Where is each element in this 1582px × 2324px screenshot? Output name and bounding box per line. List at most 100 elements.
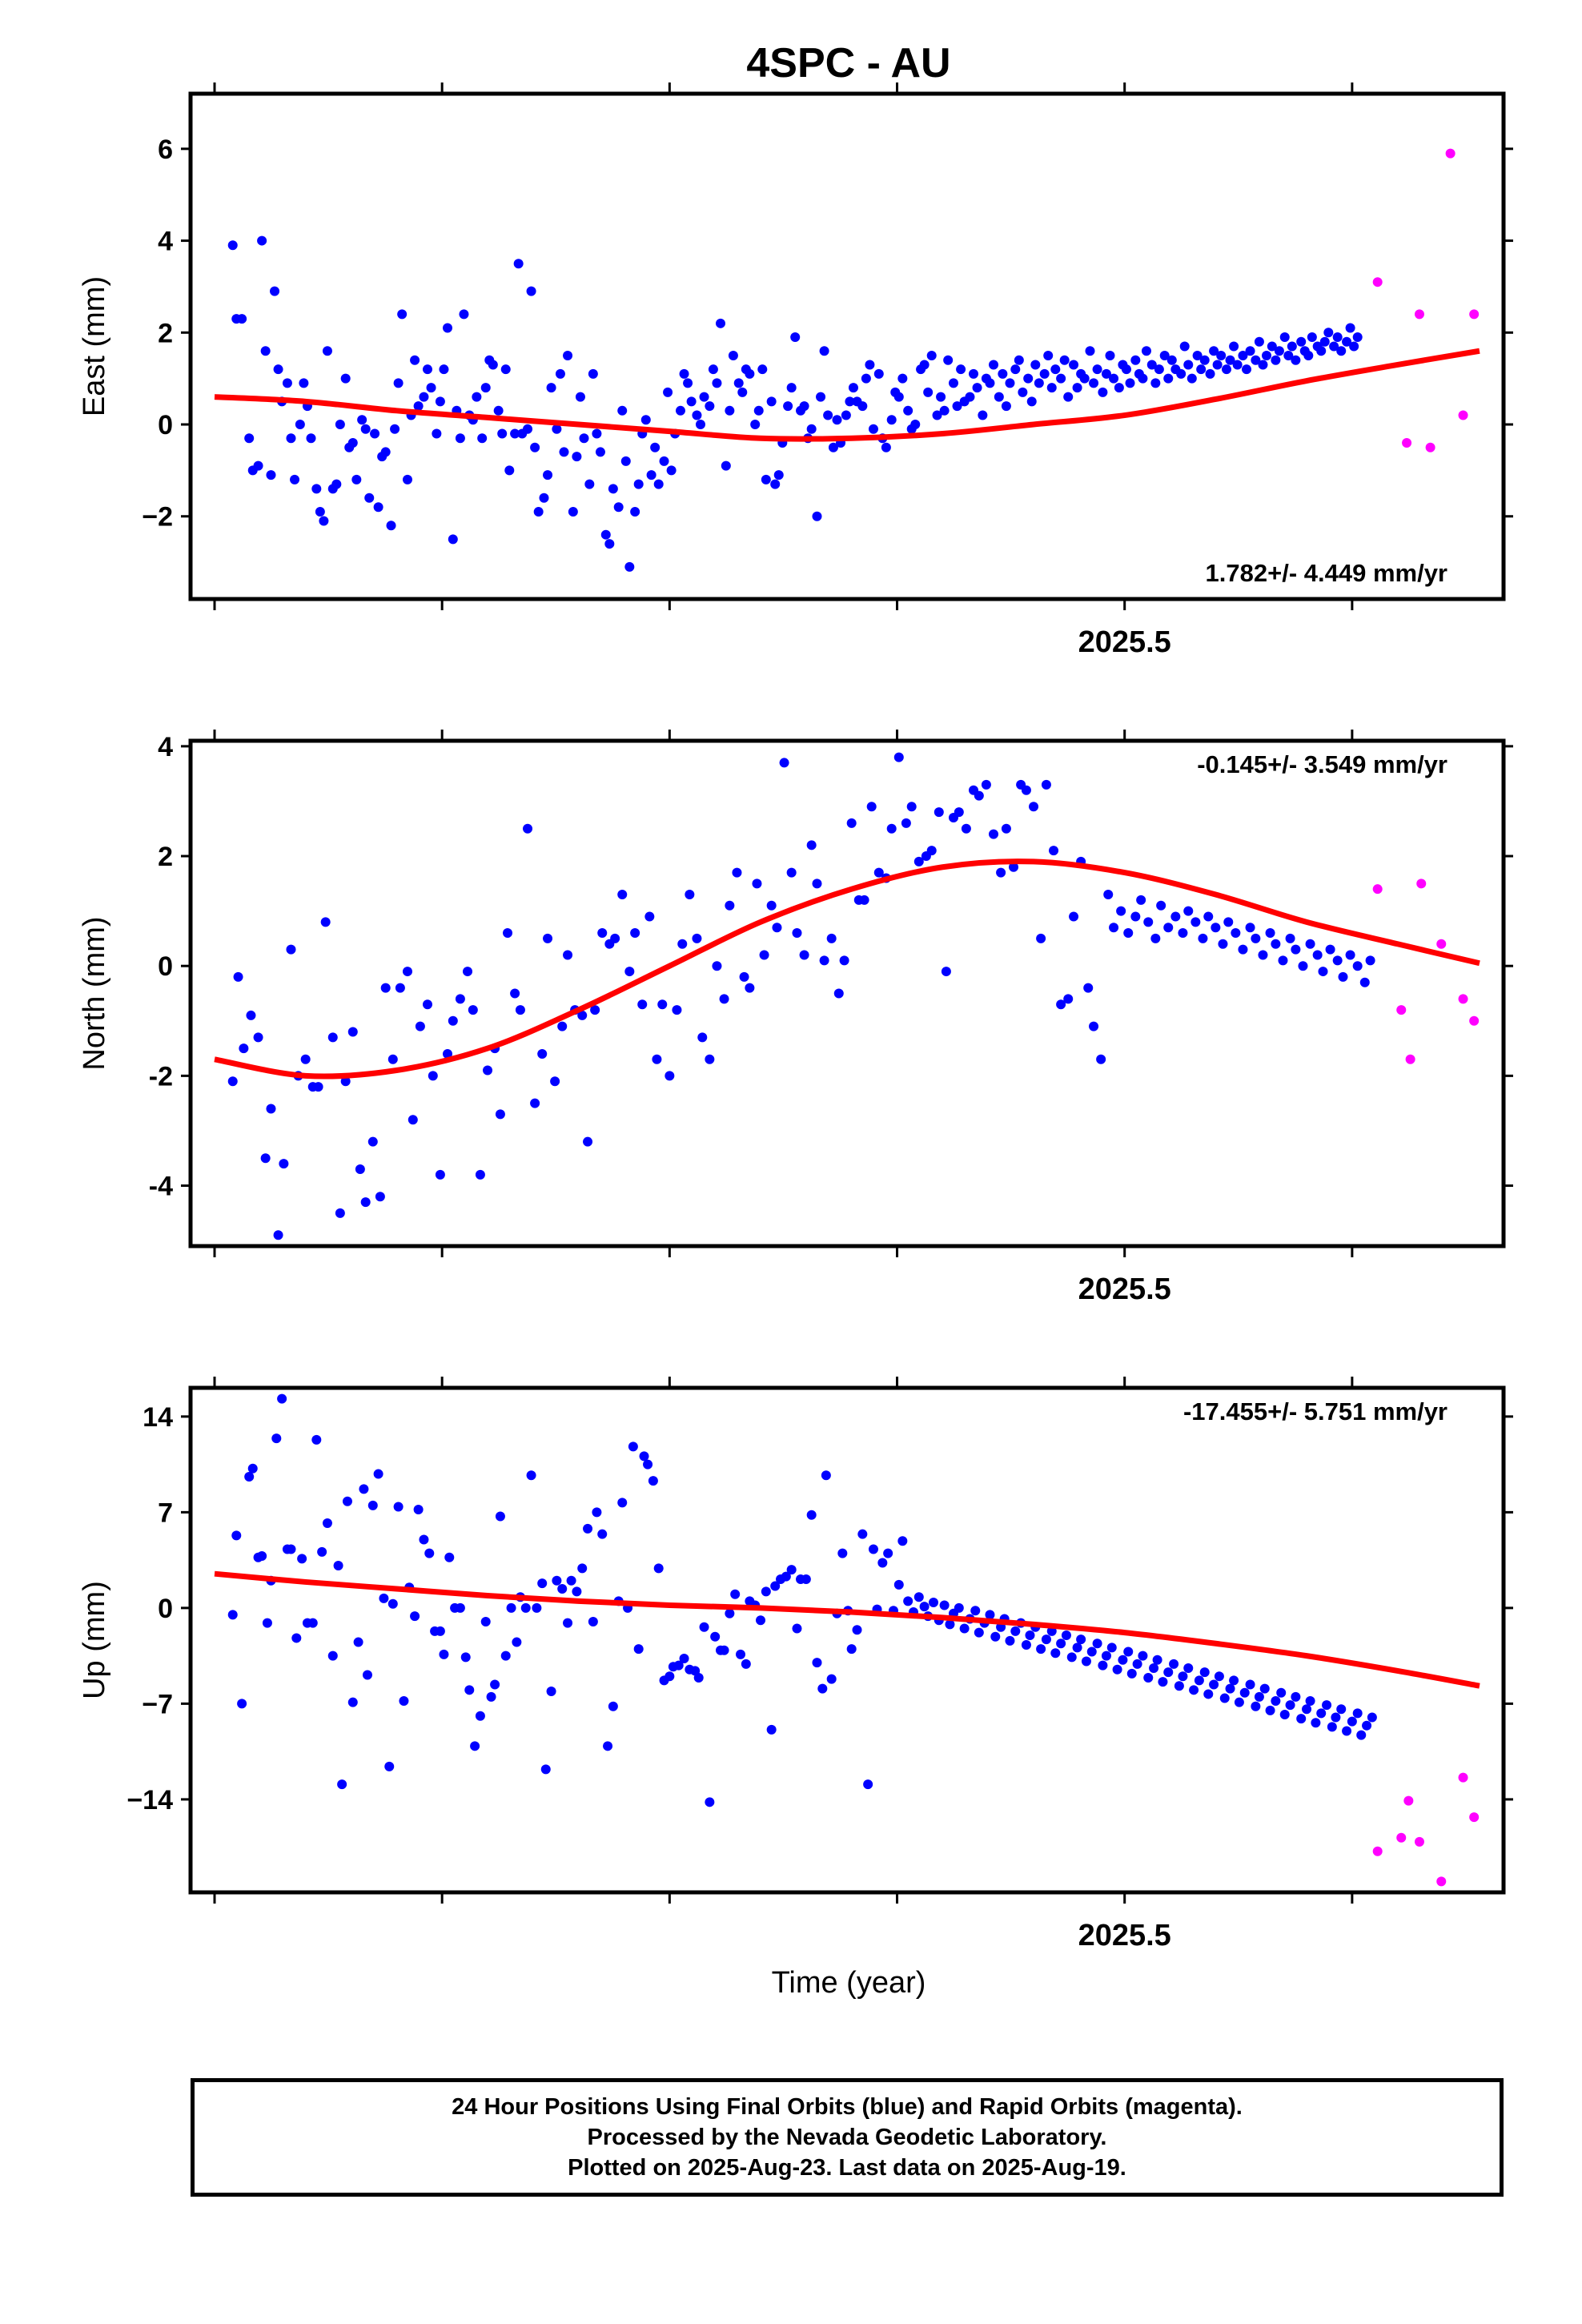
final-point — [1296, 336, 1307, 347]
final-point — [273, 1230, 283, 1240]
final-point — [1066, 1652, 1077, 1663]
final-point — [630, 507, 640, 517]
final-point — [555, 368, 565, 379]
footer-line-3: Plotted on 2025-Aug-23. Last data on 202… — [568, 2155, 1126, 2181]
final-point — [552, 424, 562, 434]
x-tick-label: 2025.5 — [1078, 1919, 1171, 1952]
final-point — [732, 867, 742, 878]
final-point — [552, 1575, 562, 1586]
final-point — [1329, 341, 1339, 352]
final-point — [756, 1615, 766, 1626]
final-point — [387, 1054, 398, 1064]
final-point — [996, 867, 1006, 878]
final-point — [1349, 341, 1359, 352]
final-point — [1163, 373, 1174, 384]
final-point — [1302, 1704, 1312, 1715]
final-point — [402, 967, 412, 977]
final-point — [1005, 1635, 1015, 1646]
panel-east: −2 0 2 4 6 2025.5 East (mm) 1.782+/- 4.449 mm/y… — [78, 82, 1513, 659]
final-point — [373, 1469, 383, 1479]
final-point — [313, 1082, 323, 1092]
final-point — [566, 1575, 576, 1586]
final-point — [665, 1671, 675, 1682]
final-point — [806, 1510, 817, 1520]
final-point — [823, 410, 833, 420]
final-point — [886, 823, 897, 834]
final-point — [1229, 1675, 1239, 1686]
final-point — [1327, 1722, 1337, 1732]
final-point — [861, 373, 871, 384]
final-point — [307, 1618, 318, 1628]
final-point — [1039, 368, 1050, 379]
final-point — [725, 1608, 735, 1618]
final-point — [941, 967, 951, 977]
final-point — [227, 1076, 238, 1087]
final-point — [439, 1649, 449, 1659]
final-point — [331, 479, 342, 489]
final-point — [1069, 911, 1079, 922]
final-point — [244, 433, 255, 444]
final-point — [572, 1586, 582, 1597]
final-point — [989, 360, 999, 370]
final-point — [347, 1697, 358, 1707]
final-point — [603, 1741, 613, 1751]
final-point — [1225, 355, 1235, 365]
final-point — [530, 1098, 540, 1108]
final-point — [989, 829, 999, 839]
final-point — [597, 1529, 608, 1539]
final-point — [351, 474, 362, 485]
final-point — [1001, 823, 1011, 834]
final-point — [1143, 1672, 1154, 1683]
final-point — [881, 442, 891, 452]
final-point — [1274, 346, 1284, 356]
final-point — [686, 396, 697, 407]
final-point — [745, 983, 755, 993]
final-point — [1010, 364, 1021, 375]
final-point — [327, 1651, 338, 1661]
final-point — [1163, 1667, 1174, 1678]
final-point — [1130, 355, 1141, 365]
final-point — [592, 1507, 602, 1518]
final-point — [928, 1598, 938, 1608]
final-point — [1046, 383, 1057, 393]
final-point — [1291, 1691, 1301, 1702]
final-point — [435, 396, 445, 407]
final-point — [1245, 1679, 1255, 1690]
final-point — [1043, 350, 1054, 360]
final-point — [1063, 392, 1074, 402]
final-point — [1359, 977, 1370, 987]
rapid-point — [1458, 994, 1468, 1004]
final-point — [948, 378, 958, 388]
final-point — [1179, 341, 1190, 352]
final-point — [1034, 378, 1044, 388]
final-point — [597, 928, 608, 939]
final-point — [1123, 928, 1134, 939]
final-point — [1072, 1642, 1082, 1653]
rapid-point — [1396, 1005, 1407, 1015]
final-point — [868, 1544, 878, 1554]
final-point — [1242, 364, 1252, 375]
rapid-point — [1436, 1876, 1447, 1887]
final-point — [577, 1563, 588, 1574]
rapid-point — [1469, 1812, 1480, 1823]
final-point — [910, 420, 921, 430]
final-point — [1336, 346, 1347, 356]
final-point — [1056, 1638, 1066, 1649]
rapid-point — [1414, 309, 1424, 320]
final-point — [486, 1691, 496, 1702]
final-point — [817, 1683, 828, 1694]
final-point — [227, 1610, 238, 1620]
rapid-point — [1405, 1054, 1415, 1064]
final-point — [1279, 332, 1290, 343]
final-point — [520, 1602, 531, 1613]
final-point — [868, 424, 878, 434]
final-point — [510, 428, 520, 439]
final-point — [1186, 373, 1197, 384]
final-point — [617, 890, 628, 900]
final-point — [408, 1115, 418, 1125]
final-point — [693, 1672, 704, 1683]
final-point — [572, 452, 582, 462]
final-point — [1178, 928, 1188, 939]
final-point — [646, 470, 656, 480]
final-point — [311, 484, 322, 494]
